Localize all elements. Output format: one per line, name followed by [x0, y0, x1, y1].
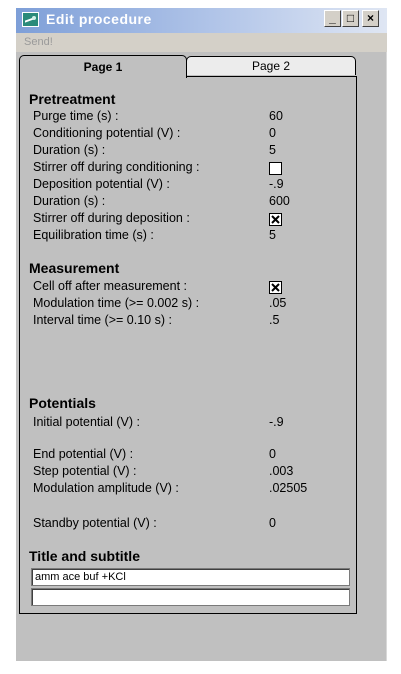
step-potential-label: Step potential (V) : — [33, 464, 137, 478]
pretreatment-heading: Pretreatment — [29, 91, 116, 107]
stirrer-off-conditioning-checkbox[interactable] — [269, 162, 282, 175]
page-1-panel: Pretreatment Purge time (s) : 60 Conditi… — [19, 76, 357, 614]
duration-deposition-label: Duration (s) : — [33, 194, 106, 208]
deposition-potential-value[interactable]: -.9 — [269, 177, 284, 191]
initial-potential-value[interactable]: -.9 — [269, 415, 284, 429]
conditioning-potential-label: Conditioning potential (V) : — [33, 126, 181, 140]
conditioning-potential-value[interactable]: 0 — [269, 126, 276, 140]
stirrer-off-deposition-checkbox[interactable] — [269, 213, 282, 226]
equilibration-time-value[interactable]: 5 — [269, 228, 276, 242]
deposition-potential-label: Deposition potential (V) : — [33, 177, 170, 191]
window-title: Edit procedure — [46, 11, 152, 27]
tab-page-1[interactable]: Page 1 — [19, 55, 187, 78]
modulation-time-value[interactable]: .05 — [269, 296, 287, 310]
subtitle-input[interactable] — [31, 588, 350, 606]
interval-time-label: Interval time (>= 0.10 s) : — [33, 313, 172, 327]
modulation-amplitude-label: Modulation amplitude (V) : — [33, 481, 179, 495]
tab-page-2[interactable]: Page 2 — [186, 56, 356, 75]
potentials-heading: Potentials — [29, 395, 96, 411]
edit-procedure-window: Edit procedure _ □ × Send! Page 2 Page 1… — [16, 8, 387, 661]
checkmark-icon — [271, 283, 280, 292]
step-potential-value[interactable]: .003 — [269, 464, 294, 478]
stirrer-off-conditioning-label: Stirrer off during conditioning : — [33, 160, 200, 174]
modulation-amplitude-value[interactable]: .02505 — [269, 481, 308, 495]
title-input[interactable]: amm ace buf +KCl — [31, 568, 350, 586]
title-bar[interactable]: Edit procedure _ □ × — [16, 8, 387, 33]
cell-off-checkbox[interactable] — [269, 281, 282, 294]
stirrer-off-deposition-label: Stirrer off during deposition : — [33, 211, 190, 225]
menu-bar: Send! — [16, 33, 387, 52]
interval-time-value[interactable]: .5 — [269, 313, 280, 327]
equilibration-time-label: Equilibration time (s) : — [33, 228, 154, 242]
duration-deposition-value[interactable]: 600 — [269, 194, 290, 208]
close-button[interactable]: × — [362, 10, 379, 27]
duration-conditioning-value[interactable]: 5 — [269, 143, 276, 157]
checkmark-icon — [271, 215, 280, 224]
end-potential-value[interactable]: 0 — [269, 447, 276, 461]
app-icon — [22, 12, 39, 27]
maximize-button[interactable]: □ — [342, 10, 359, 27]
title-subtitle-heading: Title and subtitle — [29, 548, 140, 564]
measurement-heading: Measurement — [29, 260, 120, 276]
cell-off-label: Cell off after measurement : — [33, 279, 188, 293]
modulation-time-label: Modulation time (>= 0.002 s) : — [33, 296, 200, 310]
standby-potential-label: Standby potential (V) : — [33, 516, 157, 530]
initial-potential-label: Initial potential (V) : — [33, 415, 140, 429]
minimize-button[interactable]: _ — [324, 10, 341, 27]
end-potential-label: End potential (V) : — [33, 447, 134, 461]
purge-time-label: Purge time (s) : — [33, 109, 119, 123]
menu-send[interactable]: Send! — [24, 36, 53, 48]
duration-conditioning-label: Duration (s) : — [33, 143, 106, 157]
purge-time-value[interactable]: 60 — [269, 109, 283, 123]
standby-potential-value[interactable]: 0 — [269, 516, 276, 530]
